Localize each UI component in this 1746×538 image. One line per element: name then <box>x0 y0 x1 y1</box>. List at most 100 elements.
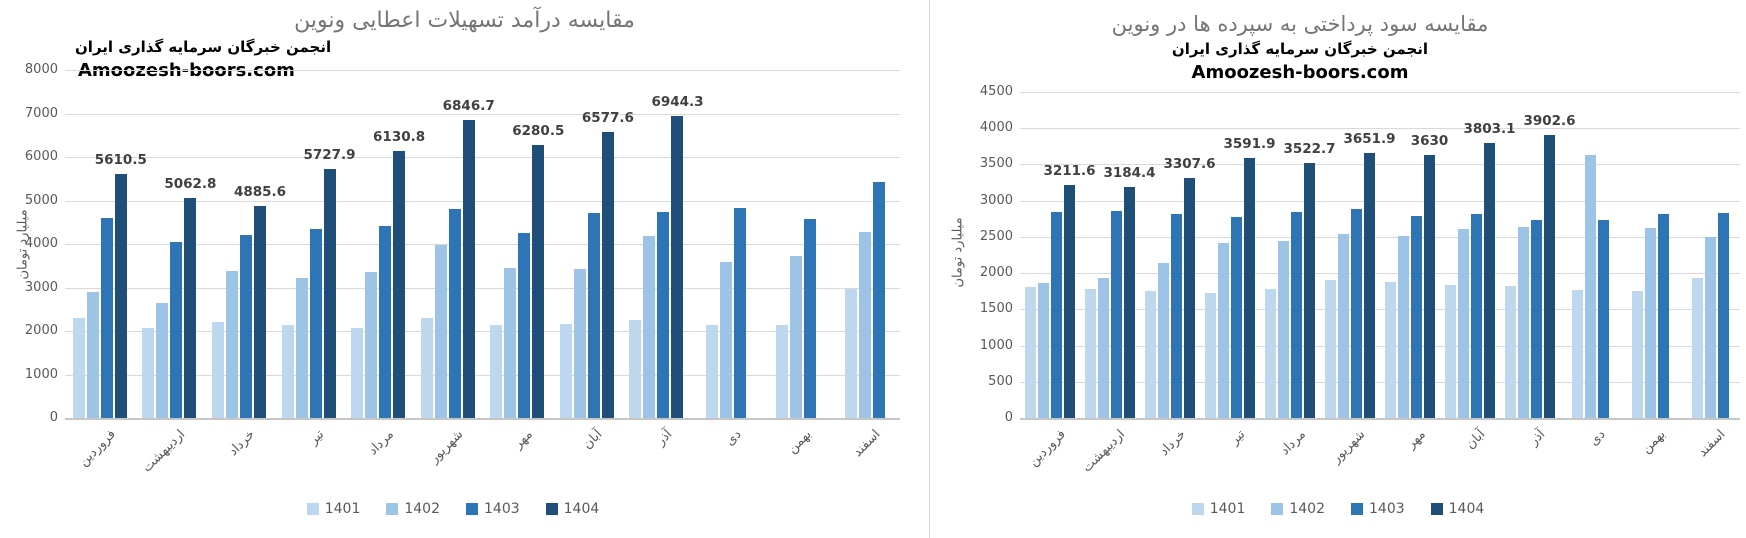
legend-swatch-1404 <box>545 503 558 515</box>
gridline-1500 <box>1020 309 1740 311</box>
legend-swatch-1402 <box>386 503 399 515</box>
legend-label-1402: 1402 <box>404 501 440 517</box>
y-tick-label: 0 <box>1004 410 1013 425</box>
left-chart-subtitle: انجمن خبرگان سرمایه گذاری ایران <box>75 38 332 56</box>
gridline-0 <box>65 418 900 420</box>
bar-1401-m2 <box>142 327 155 418</box>
legend-item-1401: 1401 <box>1191 501 1245 517</box>
bar-1402-m12 <box>1704 236 1716 418</box>
gridline-1000 <box>65 374 900 376</box>
gridline-2500 <box>1020 236 1740 238</box>
gridline-2000 <box>65 331 900 332</box>
data-label-1404-m9: 3902.6 <box>1523 113 1576 130</box>
legend-swatch-1404 <box>1430 503 1443 515</box>
gridline-5000 <box>65 200 900 202</box>
bar-1401-m5 <box>351 328 364 418</box>
bar-1403-m6 <box>1351 208 1362 418</box>
bar-group-10 <box>691 70 761 418</box>
data-label-1404-m7: 6280.5 <box>512 122 565 139</box>
bar-1401-m12 <box>1691 277 1703 418</box>
bar-1403-m7 <box>518 233 531 418</box>
bar-1403-m3 <box>239 234 252 418</box>
bar-group-2 <box>135 70 205 418</box>
bar-group-6 <box>413 70 483 418</box>
bar-1404-m5 <box>1304 162 1315 418</box>
bar-1402-m6 <box>1338 234 1349 418</box>
bar-1401-m4 <box>1205 292 1216 418</box>
bar-group-10 <box>1560 92 1620 418</box>
bar-1404-m7 <box>1424 155 1435 418</box>
right-chart-panel: مقایسه سود پرداختی به سپرده ها در ونوین … <box>930 0 1746 538</box>
bar-group-7 <box>483 70 553 418</box>
gridline-6000 <box>65 157 900 158</box>
data-label-1404-m5: 3522.7 <box>1283 140 1336 157</box>
right-chart-watermark: Amoozesh-boors.com <box>1191 62 1409 83</box>
data-label-1404-m3: 4885.6 <box>233 183 287 200</box>
y-tick-label: 2500 <box>979 228 1013 244</box>
x-tick-label-4: تیر <box>306 427 328 449</box>
bar-1402-m1 <box>86 291 99 418</box>
legend-swatch-1401 <box>306 503 319 515</box>
gridline-7000 <box>65 113 900 115</box>
x-tick-label-6: شهریور <box>426 427 467 467</box>
gridline-0 <box>1020 418 1740 420</box>
bar-group-7 <box>1380 92 1440 418</box>
legend-swatch-1401 <box>1191 503 1204 515</box>
bar-1401-m6 <box>1325 279 1336 418</box>
bar-group-1 <box>65 70 135 418</box>
bar-1402-m9 <box>643 236 656 418</box>
data-label-1404-m1: 5610.5 <box>94 151 147 168</box>
bar-1403-m8 <box>1471 214 1482 418</box>
x-tick-label-11: بهمن <box>784 427 815 457</box>
data-label-1404-m8: 3803.1 <box>1463 120 1516 137</box>
data-label-1404-m9: 6944.3 <box>651 93 704 110</box>
bar-1404-m4 <box>1244 157 1255 418</box>
bar-group-8 <box>552 70 622 418</box>
data-label-1404-m6: 3651.9 <box>1343 131 1396 148</box>
legend-label-1403: 1403 <box>484 501 520 517</box>
data-label-1404-m6: 6846.7 <box>442 98 495 115</box>
bar-1401-m7 <box>1385 281 1396 418</box>
data-label-1404-m4: 5727.9 <box>303 146 356 163</box>
bar-1402-m5 <box>1278 241 1289 418</box>
bar-1401-m12 <box>845 288 858 418</box>
bar-1404-m8 <box>1484 142 1495 418</box>
bar-1402-m3 <box>225 271 238 418</box>
bar-1402-m12 <box>859 232 872 418</box>
x-tick-label-8: آبان <box>580 427 606 453</box>
bar-1401-m9 <box>1505 286 1516 418</box>
bar-1403-m5 <box>379 225 392 418</box>
x-tick-label-8: آبان <box>1463 427 1489 453</box>
bar-group-5 <box>343 70 413 418</box>
bar-1402-m10 <box>720 262 733 418</box>
bar-group-4 <box>1200 92 1260 418</box>
y-tick-label: 1500 <box>979 301 1013 317</box>
y-tick-label: 4000 <box>24 236 58 251</box>
gridline-3500 <box>1020 164 1740 166</box>
panel-divider <box>929 0 930 538</box>
bar-1404-m9 <box>1544 135 1555 418</box>
bar-1402-m7 <box>1398 236 1409 418</box>
bar-1402-m10 <box>1584 155 1596 418</box>
data-label-1404-m2: 3184.4 <box>1103 165 1156 182</box>
x-tick-label-1: فروردین <box>1026 427 1069 470</box>
gridline-1000 <box>1020 345 1740 347</box>
bar-1401-m3 <box>1145 290 1156 418</box>
x-tick-label-10: دی <box>1586 427 1609 449</box>
y-tick-label: 3500 <box>979 156 1013 172</box>
bar-group-12 <box>830 70 900 418</box>
legend-item-1403: 1403 <box>1351 501 1405 517</box>
legend-label-1404: 1404 <box>1448 501 1485 517</box>
bar-1403-m1 <box>100 217 113 418</box>
x-tick-label-9: آذر <box>653 427 676 449</box>
bar-1402-m9 <box>1518 226 1529 418</box>
bar-1401-m11 <box>775 324 788 418</box>
x-tick-label-5: مرداد <box>1277 427 1309 459</box>
data-label-1404-m2: 5062.8 <box>164 175 217 192</box>
bar-1402-m4 <box>1218 243 1229 418</box>
bar-1401-m6 <box>420 318 433 418</box>
y-tick-label: 500 <box>988 373 1013 389</box>
y-tick-label: 7000 <box>24 105 58 121</box>
y-tick-label: 6000 <box>24 149 58 164</box>
